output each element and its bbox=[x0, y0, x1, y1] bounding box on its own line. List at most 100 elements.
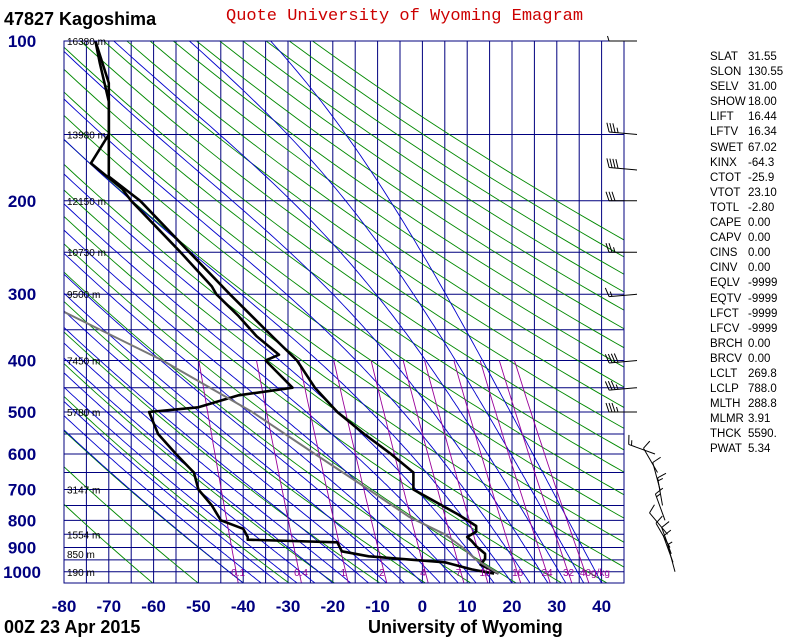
moist-adiabat-line bbox=[113, 41, 567, 583]
index-row: LFCV -9999 bbox=[710, 322, 783, 337]
index-key: CTOT bbox=[710, 171, 742, 184]
dry-adiabat-line bbox=[265, 41, 624, 275]
dry-adiabat-line bbox=[196, 41, 624, 330]
dry-adiabat-line bbox=[64, 163, 624, 568]
index-row: LFCT -9999 bbox=[710, 307, 783, 322]
mixing-ratio-line bbox=[453, 360, 522, 583]
dry-adiabat-line bbox=[64, 68, 624, 473]
moist-adiabat-line bbox=[64, 273, 423, 583]
wind-barb-flag bbox=[612, 123, 616, 133]
index-value: -9999 bbox=[748, 277, 778, 290]
index-row: SELV 31.00 bbox=[710, 80, 783, 95]
wind-barb-flag bbox=[649, 504, 655, 514]
wind-barb-flag bbox=[607, 380, 613, 391]
dry-adiabat-line bbox=[242, 41, 624, 293]
moist-adiabat-line bbox=[64, 415, 262, 583]
index-row: CAPV 0.00 bbox=[710, 231, 783, 246]
moist-adiabat-line bbox=[64, 138, 513, 583]
temperature-tick-label: -30 bbox=[276, 597, 301, 616]
index-row: EQLV -9999 bbox=[710, 276, 783, 291]
moist-adiabat-line bbox=[64, 50, 549, 583]
wind-barb-flag bbox=[652, 456, 661, 463]
wind-barb-staff bbox=[609, 167, 638, 171]
index-value: 0.00 bbox=[748, 232, 771, 245]
temperature-tick-label: -80 bbox=[52, 597, 77, 616]
height-label: 16380 m bbox=[67, 37, 106, 48]
index-value: 5.34 bbox=[748, 443, 771, 456]
moist-adiabat-line bbox=[64, 372, 316, 583]
observation-time: 00Z 23 Apr 2015 bbox=[4, 617, 141, 637]
wind-barb-flag bbox=[612, 158, 616, 169]
index-value: -9999 bbox=[748, 307, 778, 320]
wind-barb-staff bbox=[628, 443, 656, 455]
height-label: 850 m bbox=[67, 550, 95, 561]
mixing-ratio-label: 4 bbox=[420, 568, 426, 579]
mixing-ratio-line bbox=[424, 360, 489, 583]
index-key: LFCT bbox=[710, 307, 739, 320]
mixing-ratio-label: 7 bbox=[456, 568, 462, 579]
wind-barb-half-flag bbox=[613, 247, 616, 253]
index-value: 0.00 bbox=[748, 337, 771, 350]
index-row: VTOT 23.10 bbox=[710, 186, 783, 201]
wind-barb-flag bbox=[615, 158, 619, 169]
index-value: 31.55 bbox=[748, 51, 777, 63]
index-value: -9999 bbox=[748, 322, 778, 335]
index-key: LFCV bbox=[710, 322, 740, 335]
wind-barb-flag bbox=[605, 402, 610, 413]
mixing-ratio-label: 1 bbox=[341, 568, 347, 579]
index-row: BRCH 0.00 bbox=[710, 337, 783, 352]
wind-barb-flag bbox=[606, 158, 610, 168]
wind-barb bbox=[605, 191, 637, 202]
index-row: MLMR 3.91 bbox=[710, 412, 783, 427]
pressure-tick-label: 900 bbox=[8, 538, 36, 557]
index-key: BRCH bbox=[710, 337, 743, 350]
plot-frame bbox=[63, 40, 625, 584]
dry-adiabat-line bbox=[64, 271, 471, 583]
wind-barb-flag bbox=[608, 402, 613, 413]
wind-barb-flag bbox=[604, 381, 610, 391]
wind-barb-half-flag bbox=[657, 478, 664, 482]
moist-adiabat-line bbox=[64, 229, 459, 583]
pressure-tick-label: 100 bbox=[8, 32, 36, 51]
wind-barb-flag bbox=[604, 287, 610, 297]
index-row: LIFT 16.44 bbox=[710, 110, 783, 125]
height-label: 3147 m bbox=[67, 486, 100, 497]
mixing-ratio-label: 16 bbox=[512, 568, 524, 579]
wind-barb-flag bbox=[607, 353, 613, 363]
height-label: 13980 m bbox=[67, 130, 106, 141]
dry-adiabat-line bbox=[103, 41, 624, 408]
index-key: MLTH bbox=[710, 398, 741, 411]
pressure-tick-label: 300 bbox=[8, 285, 36, 304]
wind-barb-staff bbox=[667, 544, 676, 572]
index-value: -2.80 bbox=[748, 201, 775, 214]
moist-adiabat-line bbox=[64, 292, 405, 583]
mixing-ratio-line bbox=[256, 360, 302, 583]
temperature-tick-label: 0 bbox=[418, 597, 427, 616]
moist-adiabat-line bbox=[64, 173, 495, 583]
wind-barb-staff bbox=[643, 447, 658, 473]
wind-barb bbox=[628, 434, 656, 455]
index-value: 0.00 bbox=[748, 262, 771, 275]
wind-barb-flag bbox=[663, 529, 672, 537]
index-value: 269.8 bbox=[748, 367, 777, 380]
dewpoint-profile bbox=[89, 41, 495, 575]
wind-barb-flag bbox=[610, 353, 616, 363]
wind-barb bbox=[604, 380, 638, 391]
index-key: THCK bbox=[710, 428, 742, 441]
mixing-ratio-label: 2 bbox=[379, 568, 385, 579]
wind-barb bbox=[643, 440, 658, 473]
mixing-ratio-line bbox=[402, 360, 465, 583]
wind-barb-flag bbox=[605, 191, 610, 201]
temperature-tick-label: -20 bbox=[321, 597, 346, 616]
dry-adiabat-line bbox=[64, 503, 153, 583]
chart-title: Quote University of Wyoming Emagram bbox=[226, 7, 584, 26]
moist-adiabat-line bbox=[64, 310, 387, 583]
index-key: LFTV bbox=[710, 126, 739, 139]
height-label: 9500 m bbox=[67, 290, 100, 301]
index-value: 23.10 bbox=[748, 186, 777, 199]
wind-barb bbox=[605, 402, 637, 413]
temperature-tick-label: 30 bbox=[547, 597, 566, 616]
index-key: LCLP bbox=[710, 383, 739, 396]
wind-barb-flag bbox=[613, 353, 619, 363]
index-value: 31.00 bbox=[748, 81, 777, 94]
